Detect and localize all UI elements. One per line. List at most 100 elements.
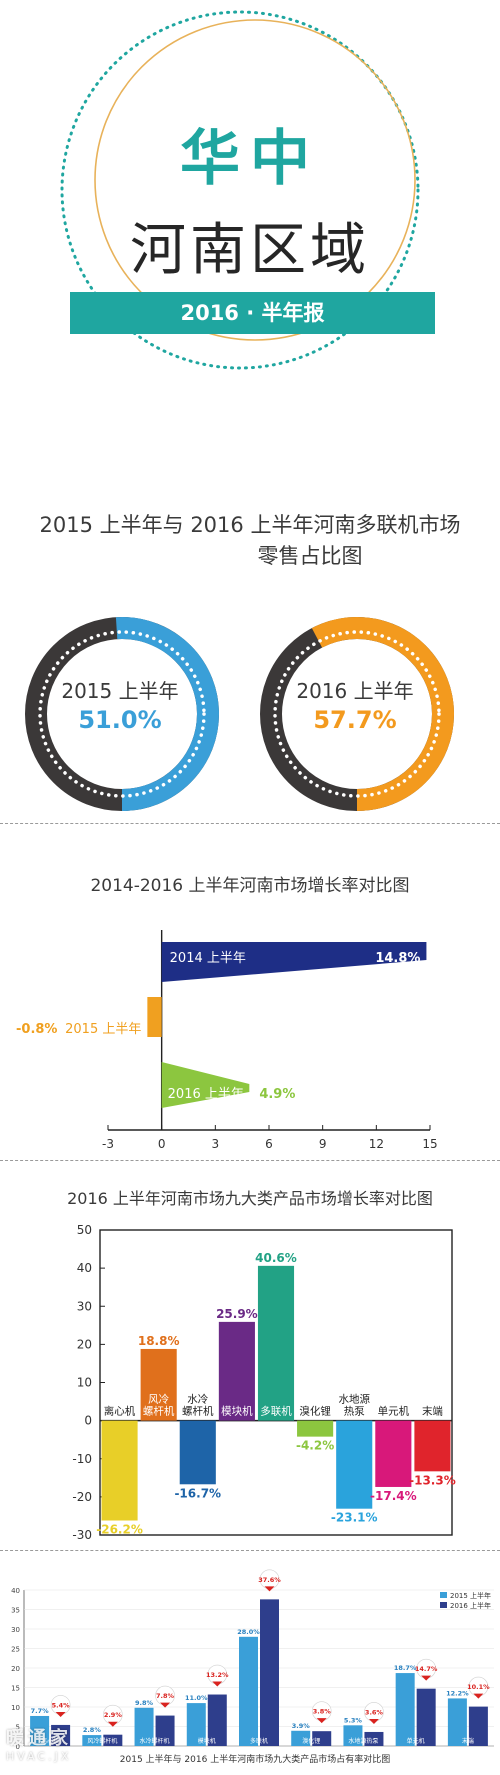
- share-y-tick-label: 40: [11, 1587, 20, 1595]
- category-value-label: 18.8%: [138, 1334, 180, 1348]
- share-value-label: 7.8%: [156, 1692, 175, 1700]
- share-y-tick-label: 30: [11, 1626, 20, 1634]
- share-legend-label: 2016 上半年: [450, 1601, 491, 1610]
- category-y-tick-label: -10: [72, 1452, 92, 1466]
- share-category-label: 单元机: [407, 1737, 425, 1745]
- share-y-tick-label: 20: [11, 1665, 20, 1673]
- share-bar: [291, 1730, 311, 1746]
- share-value-label: 5.3%: [344, 1716, 363, 1724]
- donut-value-arc: [115, 617, 219, 811]
- share-legend-swatch: [440, 1602, 447, 1608]
- growth-bar-label: 2016 上半年: [168, 1087, 244, 1102]
- category-value-label: -16.7%: [174, 1486, 221, 1500]
- share-category-label: 末端: [462, 1737, 474, 1745]
- share-bubble-pointer: [473, 1693, 484, 1699]
- share-bubble-pointer: [316, 1718, 327, 1724]
- category-bar-name: 末端: [422, 1405, 443, 1418]
- share-value-label: 5.4%: [52, 1701, 71, 1709]
- donut-dotted-ring: [273, 630, 441, 798]
- share-value-label: 3.9%: [292, 1722, 311, 1730]
- category-y-tick-label: 30: [77, 1299, 92, 1313]
- growth-chart: -3 0 3 6 9 12 15 2014 上半年 14.8% 2015 上半年 -0.8% 2016…: [16, 930, 438, 1151]
- category-value-label: 25.9%: [216, 1307, 258, 1321]
- share-bar: [82, 1735, 102, 1746]
- category-value-label: -4.2%: [296, 1439, 334, 1453]
- share-value-label: 12.2%: [446, 1689, 469, 1697]
- category-chart: -30 -20 -10 0 10 20 30 40 50 离心机 -26.2% 风冷螺杆机 18.8% 水…: [72, 1223, 455, 1540]
- donut-2016-label: 2016 上半年 57.7%: [265, 675, 445, 734]
- category-bar: [414, 1420, 451, 1472]
- growth-section-title: 2014-2016 上半年河南市场增长率对比图: [90, 876, 410, 896]
- share-y-tick-label: 0: [16, 1743, 20, 1751]
- share-bubble-pointer: [107, 1721, 118, 1727]
- category-bar-name: 模块机: [221, 1405, 253, 1418]
- watermark: 暖通家 HVAC.JX: [6, 1724, 72, 1763]
- growth-x-tick-label: 3: [212, 1137, 220, 1151]
- share-value-label: 3.6%: [365, 1708, 384, 1716]
- share-bar: [51, 1724, 71, 1746]
- growth-bar-label: 2015 上半年: [65, 1022, 141, 1037]
- share-value-label: 10.1%: [467, 1683, 490, 1691]
- share-y-tick-label: 35: [11, 1607, 20, 1615]
- category-bar: [375, 1420, 412, 1487]
- growth-x-tick-label: 6: [265, 1137, 273, 1151]
- separator-1: [0, 823, 500, 824]
- category-bar-name: 离心机: [104, 1405, 136, 1418]
- share-bar: [207, 1694, 227, 1746]
- growth-value-label: 14.8%: [375, 951, 420, 966]
- separator-3: [0, 1550, 500, 1551]
- category-value-label: -26.2%: [96, 1523, 143, 1537]
- share-value-label: 9.8%: [135, 1699, 154, 1707]
- donut-section-title-2: 零售占比图: [257, 544, 363, 568]
- share-value-label: 3.8%: [313, 1708, 332, 1716]
- share-bar: [260, 1599, 279, 1746]
- share-y-tick-label: 10: [11, 1704, 20, 1712]
- donut-2015-value: 51.0%: [78, 706, 162, 734]
- share-value-label: 14.7%: [415, 1665, 438, 1673]
- growth-x-tick-label: 0: [158, 1137, 166, 1151]
- watermark-text-1: 暖通家: [6, 1728, 72, 1749]
- share-bar: [364, 1731, 384, 1746]
- category-bar-name: 风冷: [148, 1393, 169, 1406]
- share-bubble-pointer: [264, 1586, 275, 1592]
- share-bar: [343, 1725, 363, 1746]
- growth-x-tick-label: -3: [102, 1137, 114, 1151]
- growth-value-label: 4.9%: [259, 1087, 295, 1102]
- share-bar: [239, 1636, 258, 1746]
- donut-2016-period: 2016 上半年: [296, 679, 414, 703]
- category-bar-name: 热泵: [344, 1405, 365, 1418]
- share-bar: [103, 1734, 123, 1746]
- share-bubble-pointer: [421, 1675, 432, 1681]
- category-bar: [179, 1420, 216, 1485]
- share-legend-label: 2015 上半年: [450, 1591, 491, 1600]
- category-bar: [140, 1348, 177, 1421]
- donut-2015-label: 2015 上半年 51.0%: [30, 675, 210, 734]
- category-bar-name: 螺杆机: [182, 1405, 214, 1418]
- share-category-label: 水冷螺杆机: [140, 1737, 170, 1745]
- cover-graphic: [60, 10, 420, 370]
- category-bar-name: 多联机: [260, 1405, 292, 1418]
- share-category-label: 离心机: [41, 1737, 59, 1745]
- cover-badge: 2016 · 半年报: [70, 292, 435, 334]
- category-bar-name: 水地源: [338, 1393, 370, 1406]
- share-bubble-pointer: [160, 1702, 171, 1708]
- share-bar: [416, 1688, 436, 1746]
- share-bar: [134, 1707, 154, 1746]
- growth-value-label: -0.8%: [16, 1022, 57, 1037]
- share-legend-swatch: [440, 1592, 447, 1598]
- share-y-tick-label: 5: [16, 1724, 20, 1732]
- growth-x-tick-label: 9: [319, 1137, 327, 1151]
- growth-bar-label: 2014 上半年: [170, 951, 246, 966]
- separator-2: [0, 1160, 500, 1161]
- category-bar: [336, 1420, 373, 1509]
- category-y-tick-label: 20: [77, 1337, 92, 1351]
- share-bubble-pointer: [212, 1681, 223, 1687]
- share-bar: [468, 1706, 488, 1746]
- share-value-label: 13.2%: [206, 1671, 229, 1679]
- donut-section-title-1: 2015 上半年与 2016 上半年河南多联机市场: [39, 513, 461, 537]
- cover-gold-ring: [94, 19, 416, 341]
- share-category-label: 水地源热泵: [348, 1737, 378, 1745]
- share-bar: [155, 1715, 175, 1746]
- category-value-label: 40.6%: [255, 1251, 297, 1265]
- share-bar: [395, 1673, 415, 1746]
